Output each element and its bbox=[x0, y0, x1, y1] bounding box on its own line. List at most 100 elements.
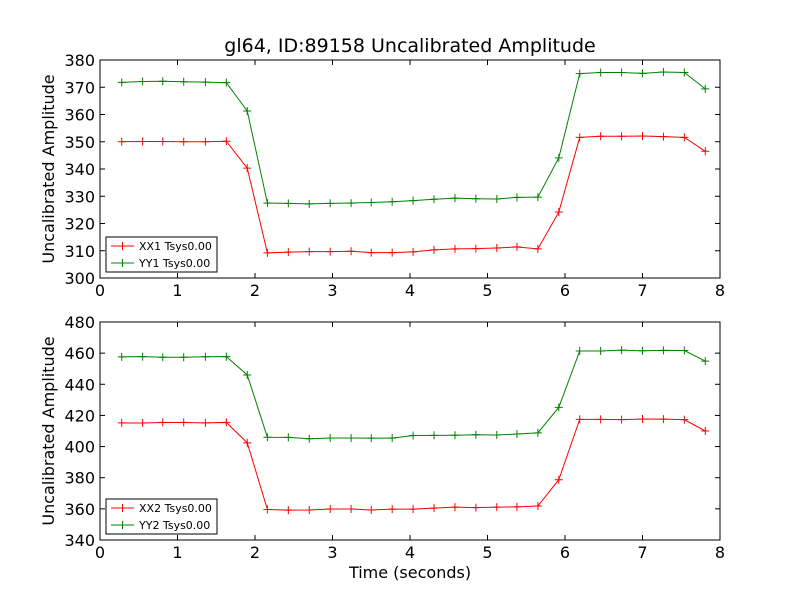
top-y-tick-label: 340 bbox=[64, 160, 95, 179]
top-data-point-yy1 bbox=[201, 78, 210, 87]
bottom-data-point-xx2 bbox=[533, 502, 542, 511]
top-data-point-xx1 bbox=[409, 247, 418, 256]
bottom-y-tick-label: 460 bbox=[64, 344, 95, 363]
bottom-x-tick-label: 1 bbox=[172, 543, 182, 562]
bottom-data-point-yy2 bbox=[326, 434, 335, 443]
top-data-point-xx1 bbox=[492, 244, 501, 253]
top-data-point-yy1 bbox=[367, 198, 376, 207]
top-data-point-yy1 bbox=[347, 199, 356, 208]
bottom-data-point-yy2 bbox=[138, 352, 147, 361]
bottom-data-point-yy2 bbox=[638, 346, 647, 355]
top-x-tick-label: 2 bbox=[250, 281, 260, 300]
bottom-y-tick-label: 420 bbox=[64, 406, 95, 425]
bottom-y-tick-label: 380 bbox=[64, 469, 95, 488]
bottom-x-tick-label: 4 bbox=[405, 543, 415, 562]
top-data-point-xx1 bbox=[430, 245, 439, 254]
bottom-data-point-yy2 bbox=[680, 346, 689, 355]
bottom-data-point-yy2 bbox=[659, 346, 668, 355]
top-x-tick-label: 6 bbox=[560, 281, 570, 300]
bottom-data-point-yy2 bbox=[512, 429, 521, 438]
bottom-data-point-xx2 bbox=[512, 502, 521, 511]
bottom-legend-xx2-marker bbox=[118, 504, 127, 512]
top-plot-y-axis-label: Uncalibrated Amplitude bbox=[39, 74, 58, 263]
top-data-point-xx1 bbox=[701, 147, 710, 156]
bottom-x-tick-label: 8 bbox=[715, 543, 725, 562]
top-data-point-yy1 bbox=[596, 68, 605, 77]
bottom-data-point-yy2 bbox=[575, 346, 584, 355]
top-data-point-yy1 bbox=[263, 199, 272, 208]
top-legend-xx1-label: XX1 Tsys0.00 bbox=[139, 240, 212, 253]
top-data-point-xx1 bbox=[388, 248, 397, 257]
bottom-data-point-xx2 bbox=[492, 503, 501, 512]
top-plot-title: gl64, ID:89158 Uncalibrated Amplitude bbox=[224, 35, 595, 57]
top-data-point-xx1 bbox=[575, 133, 584, 142]
bottom-plot-panel: 0 1 2 3 4 5 6 7 8 340 360 380 400 420 440 460 480 Uncali… bbox=[39, 313, 725, 582]
bottom-data-point-xx2 bbox=[179, 418, 188, 427]
top-data-point-yy1 bbox=[638, 69, 647, 78]
bottom-data-point-xx2 bbox=[430, 504, 439, 513]
bottom-x-tick-label: 2 bbox=[250, 543, 260, 562]
bottom-data-point-yy2 bbox=[596, 346, 605, 355]
top-data-point-yy1 bbox=[575, 69, 584, 78]
top-data-point-yy1 bbox=[617, 68, 626, 77]
top-data-point-yy1 bbox=[326, 199, 335, 208]
bottom-data-point-xx2 bbox=[347, 505, 356, 514]
bottom-data-point-xx2 bbox=[284, 506, 293, 515]
top-data-point-xx1 bbox=[367, 248, 376, 257]
bottom-data-point-xx2 bbox=[117, 418, 126, 427]
top-data-point-xx1 bbox=[596, 132, 605, 141]
bottom-y-tick-label: 360 bbox=[64, 500, 95, 519]
bottom-data-point-yy2 bbox=[305, 434, 314, 443]
top-data-point-xx1 bbox=[243, 164, 252, 173]
top-x-tick-label: 4 bbox=[405, 281, 415, 300]
bottom-data-point-xx2 bbox=[158, 418, 167, 427]
bottom-data-point-xx2 bbox=[243, 438, 252, 447]
top-data-point-xx1 bbox=[138, 137, 147, 146]
top-y-tick-label: 370 bbox=[64, 78, 95, 97]
bottom-legend-xx2-label: XX2 Tsys0.00 bbox=[139, 502, 212, 515]
top-data-point-yy1 bbox=[512, 193, 521, 202]
top-data-point-xx1 bbox=[117, 137, 126, 146]
top-data-point-xx1 bbox=[450, 244, 459, 253]
bottom-data-point-yy2 bbox=[617, 346, 626, 355]
top-y-tick-label: 350 bbox=[64, 133, 95, 152]
bottom-y-tick-label: 340 bbox=[64, 531, 95, 550]
bottom-data-point-yy2 bbox=[533, 428, 542, 437]
top-data-point-yy1 bbox=[138, 77, 147, 86]
top-x-tick-label: 1 bbox=[172, 281, 182, 300]
top-x-tick-label: 7 bbox=[637, 281, 647, 300]
bottom-x-tick-label: 7 bbox=[637, 543, 647, 562]
bottom-data-point-yy2 bbox=[430, 431, 439, 440]
top-data-point-yy1 bbox=[554, 153, 563, 162]
bottom-y-tick-label: 480 bbox=[64, 313, 95, 332]
bottom-data-point-yy2 bbox=[388, 434, 397, 443]
bottom-plot-frame bbox=[99, 321, 721, 541]
top-data-point-yy1 bbox=[222, 78, 231, 87]
top-data-point-xx1 bbox=[284, 248, 293, 257]
bottom-data-point-yy2 bbox=[492, 431, 501, 440]
bottom-data-point-xx2 bbox=[471, 503, 480, 512]
top-data-point-xx1 bbox=[638, 132, 647, 141]
top-data-point-yy1 bbox=[701, 84, 710, 93]
top-data-point-xx1 bbox=[617, 132, 626, 141]
top-legend-xx1-marker bbox=[118, 242, 127, 250]
top-data-point-xx1 bbox=[158, 137, 167, 146]
top-data-point-yy1 bbox=[305, 199, 314, 208]
bottom-x-tick-label: 3 bbox=[327, 543, 337, 562]
bottom-data-point-yy2 bbox=[263, 433, 272, 442]
top-data-point-yy1 bbox=[471, 194, 480, 203]
bottom-data-point-xx2 bbox=[367, 505, 376, 514]
top-data-point-yy1 bbox=[492, 194, 501, 203]
top-plot-panel: gl64, ID:89158 Uncalibrated Amplitude 0 1… bbox=[39, 35, 725, 300]
top-data-point-yy1 bbox=[680, 68, 689, 77]
top-data-point-xx1 bbox=[471, 244, 480, 253]
top-data-point-yy1 bbox=[388, 197, 397, 206]
top-data-point-yy1 bbox=[158, 77, 167, 86]
bottom-data-point-xx2 bbox=[596, 415, 605, 424]
top-data-point-xx1 bbox=[179, 137, 188, 146]
bottom-data-point-xx2 bbox=[222, 418, 231, 427]
top-legend-yy1-marker bbox=[118, 259, 127, 267]
top-data-point-yy1 bbox=[659, 67, 668, 76]
bottom-data-point-xx2 bbox=[138, 419, 147, 428]
